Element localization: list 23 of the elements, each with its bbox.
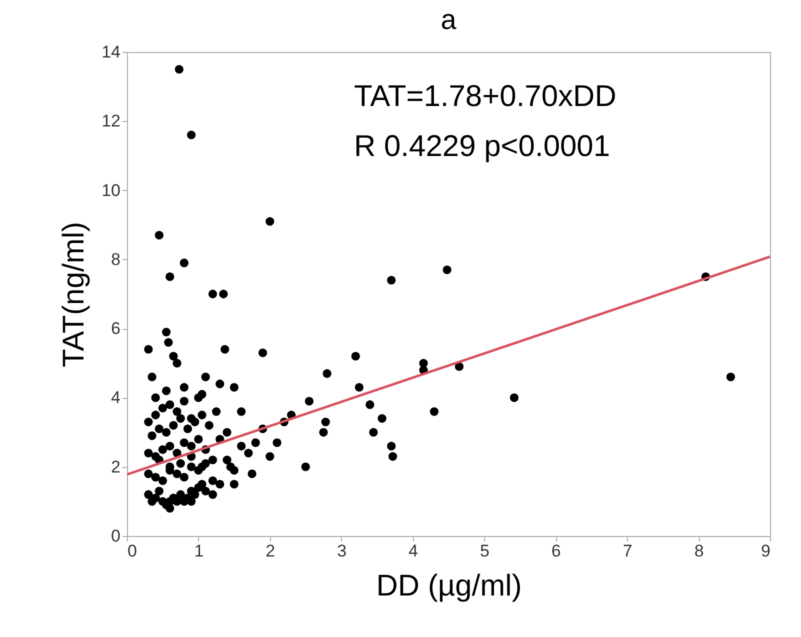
y-axis-title: TAT(ng/ml) [58,222,91,368]
x-tick-label: 2 [266,542,276,560]
y-tick-label: 14 [102,42,120,62]
x-tick-label: 8 [694,542,704,560]
annotation: R 0.4229 p<0.0001 [354,130,610,163]
y-tick-label: 2 [111,457,120,476]
x-tick-label: 4 [408,542,418,560]
y-tick-label: 12 [102,112,120,131]
x-tick-label: 5 [480,542,490,560]
x-tick-label: 7 [622,542,632,560]
chart-title: a [440,4,457,35]
x-tick-label: 1 [194,542,204,560]
annotation: TAT=1.78+0.70xDD [354,80,616,113]
y-tick-label: 6 [111,319,120,338]
x-tick-label: 6 [551,542,561,560]
x-tick-label: 0 [128,542,137,560]
y-tick-label: 0 [111,526,120,546]
x-axis-title: DD (µg/ml) [376,570,522,602]
y-tick-label: 4 [111,388,120,408]
y-tick-label: 8 [111,250,120,269]
x-tick-label: 9 [761,542,770,560]
x-tick-label: 3 [337,542,347,560]
y-tick-label: 10 [102,180,120,200]
